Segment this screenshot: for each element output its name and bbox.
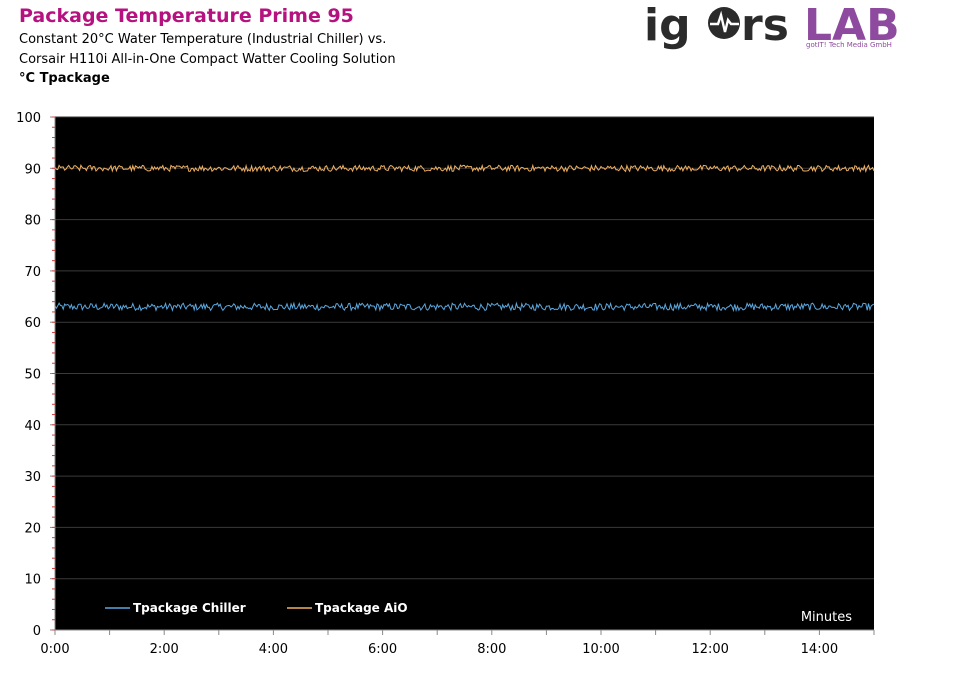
x-tick-label: 4:00 — [259, 642, 288, 657]
chart-subtitle-line1: Constant 20°C Water Temperature (Industr… — [19, 32, 387, 47]
legend: Tpackage Chiller Tpackage AiO — [105, 601, 408, 615]
series-lines — [54, 163, 875, 313]
x-tick-label: 8:00 — [477, 642, 506, 657]
y-tick-label: 20 — [24, 521, 41, 536]
y-tick-label: 60 — [24, 316, 41, 331]
x-tick-label: 0:00 — [40, 642, 69, 657]
legend-label: Tpackage Chiller — [133, 601, 246, 615]
logo-heartbeat-icon — [708, 7, 740, 39]
x-ticks: 0:00 2:00 4:00 6:00 8:00 10:00 12:00 14:00 — [40, 630, 875, 657]
chart-title: Package Temperature Prime 95 — [19, 5, 354, 27]
x-tick-label: 2:00 — [150, 642, 179, 657]
y-tick-label: 70 — [24, 265, 41, 280]
series-line — [54, 301, 875, 313]
x-tick-label: 10:00 — [582, 642, 619, 657]
y-tick-label: 10 — [24, 573, 41, 588]
grid-lines — [55, 116, 874, 580]
y-tick-label: 40 — [24, 419, 41, 434]
y-tick-label: 90 — [24, 162, 41, 177]
y-ticks: 0 10 20 30 40 50 60 70 80 90 100 — [16, 111, 55, 639]
y-tick-label: 30 — [24, 470, 41, 485]
y-axis-unit-label: °C Tpackage — [19, 71, 110, 86]
y-tick-label: 50 — [24, 368, 41, 383]
y-tick-label: 80 — [24, 214, 41, 229]
logo-text-mid: rs — [741, 0, 789, 50]
x-tick-label: 6:00 — [368, 642, 397, 657]
igorslab-logo: ig rs LAB gotIT! Tech Media GmbH — [644, 0, 900, 50]
x-tick-label: 14:00 — [801, 642, 838, 657]
legend-label: Tpackage AiO — [315, 601, 408, 615]
chart-subtitle-line2: Corsair H110i All-in-One Compact Watter … — [19, 52, 396, 67]
y-tick-label: 100 — [16, 111, 41, 126]
series-line — [54, 163, 875, 173]
x-axis-title: Minutes — [801, 610, 852, 625]
y-tick-label: 0 — [33, 624, 41, 639]
logo-text-right: LAB — [804, 0, 900, 50]
logo-text-left: ig — [644, 0, 691, 50]
x-tick-label: 12:00 — [691, 642, 728, 657]
logo-tagline: gotIT! Tech Media GmbH — [806, 41, 892, 49]
